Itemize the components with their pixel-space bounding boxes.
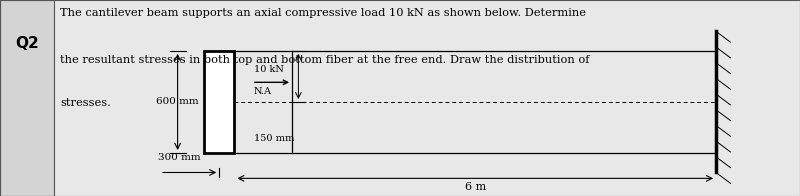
Text: 6 m: 6 m (465, 182, 486, 192)
Text: The cantilever beam supports an axial compressive load 10 kN as shown below. Det: The cantilever beam supports an axial co… (60, 8, 586, 18)
Bar (0, 0, 54, 196)
Text: 600 mm: 600 mm (156, 97, 199, 106)
Text: the resultant stresses in both top and bottom fiber at the free end. Draw the di: the resultant stresses in both top and b… (60, 55, 590, 65)
Text: 150 mm: 150 mm (254, 134, 294, 143)
Text: 300 mm: 300 mm (158, 153, 201, 162)
Text: 10 kN: 10 kN (254, 64, 283, 74)
Text: N.A: N.A (254, 87, 272, 96)
Text: stresses.: stresses. (60, 98, 111, 108)
Text: Q2: Q2 (15, 36, 39, 51)
Bar (204, 51, 234, 153)
